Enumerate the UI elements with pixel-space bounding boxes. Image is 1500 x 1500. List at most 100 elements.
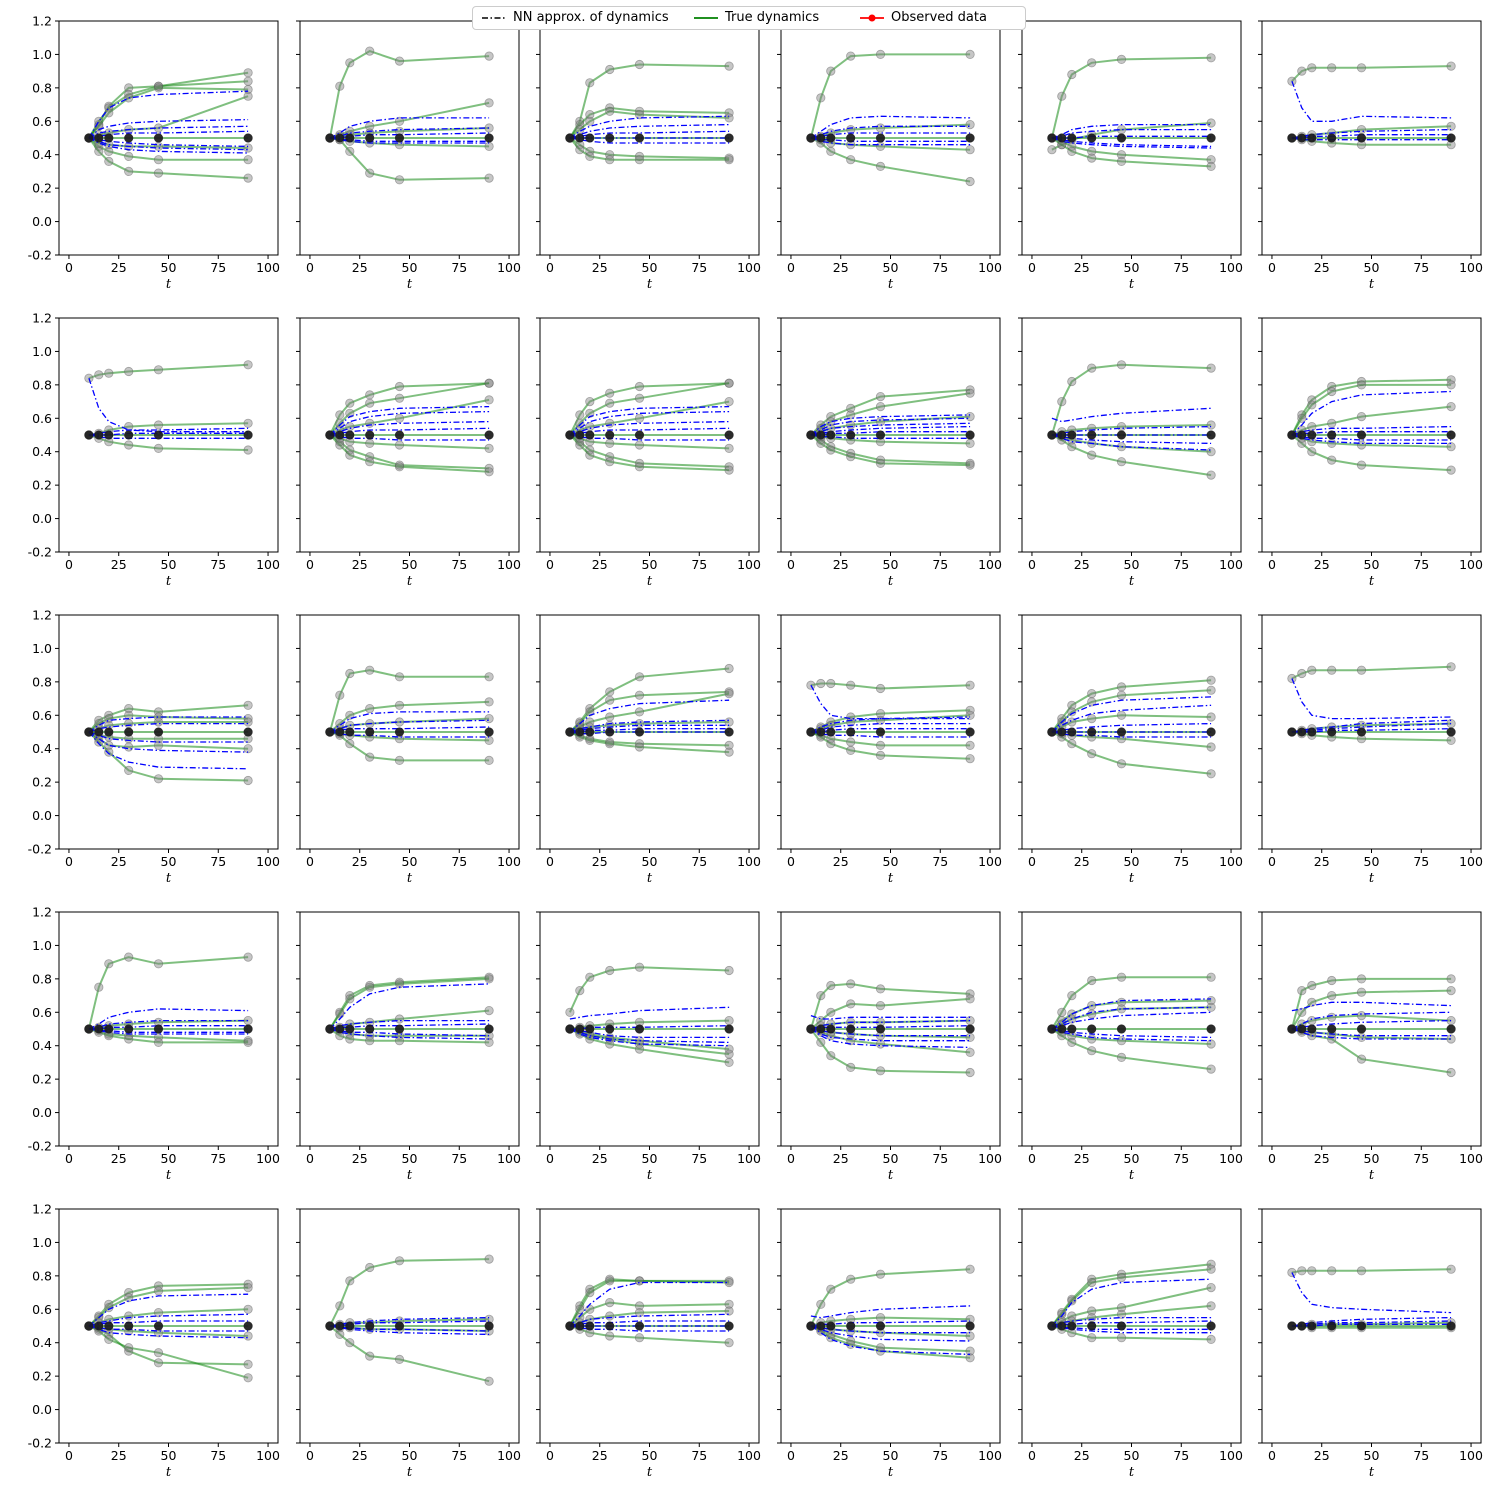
- true-series-point: [1327, 1266, 1337, 1276]
- observed-point: [585, 727, 595, 737]
- true-series-point: [1116, 1309, 1127, 1319]
- nn-series-line: [1051, 1028, 1212, 1039]
- true-series-point: [243, 91, 253, 101]
- true-series-point: [965, 145, 975, 155]
- observed-point: [1357, 430, 1366, 440]
- true-series-point: [965, 1331, 975, 1341]
- true-series-point: [1327, 1012, 1337, 1022]
- nn-series-line: [569, 115, 730, 139]
- true-series-line: [1051, 731, 1212, 775]
- true-series-point: [345, 668, 355, 679]
- subplot-11: 0 25 50 75 100 t: [1018, 317, 1243, 589]
- y-tick-label: 0.8: [32, 1268, 52, 1283]
- x-tick-label: 75: [1173, 557, 1189, 572]
- observed-point: [876, 133, 885, 143]
- observed-point: [806, 430, 816, 440]
- subplot-data: [84, 700, 253, 786]
- x-tick-label: 50: [161, 854, 177, 869]
- nn-series-line: [329, 127, 490, 139]
- true-series-point: [965, 460, 975, 470]
- true-series-point: [816, 1299, 826, 1309]
- subplot-data: [1047, 360, 1216, 480]
- true-series-point: [365, 1351, 375, 1361]
- x-tick-label: 75: [210, 1151, 226, 1166]
- observed-point: [395, 1321, 404, 1331]
- observed-point: [484, 133, 494, 143]
- true-series-point: [816, 990, 826, 1001]
- true-series-point: [484, 672, 494, 682]
- x-axis-label: t: [166, 1168, 172, 1183]
- nn-series-line: [569, 427, 730, 436]
- x-tick-label: 50: [883, 854, 899, 869]
- true-series-point: [484, 463, 494, 473]
- true-series-point: [1087, 697, 1097, 707]
- observed-point: [94, 1321, 104, 1331]
- x-tick-label: 0: [787, 1448, 795, 1463]
- true-series-point: [1307, 421, 1317, 432]
- true-series-point: [365, 982, 375, 992]
- true-series-point: [243, 1304, 253, 1314]
- observed-point: [585, 1321, 595, 1331]
- y-tick-label: 0.4: [32, 147, 52, 162]
- x-tick-label: 50: [1124, 557, 1140, 572]
- x-tick-label: 100: [737, 854, 761, 869]
- x-tick-label: 25: [592, 260, 608, 275]
- nn-series-line: [329, 983, 490, 1030]
- x-axis-label: t: [888, 277, 894, 292]
- true-series-point: [875, 750, 886, 761]
- observed-point: [484, 430, 494, 440]
- observed-point: [565, 727, 575, 737]
- x-tick-label: 75: [1173, 1151, 1189, 1166]
- observed-point: [1117, 1321, 1126, 1331]
- true-series-point: [394, 755, 405, 766]
- observed-point: [1297, 727, 1307, 737]
- observed-point: [94, 727, 104, 737]
- nn-series-line: [810, 1305, 971, 1319]
- y-tick-label: 1.0: [32, 641, 52, 656]
- true-series-point: [1307, 1266, 1317, 1276]
- true-series-point: [345, 398, 355, 408]
- subplot-28: 0 25 50 75 100 t: [777, 1208, 1002, 1480]
- nn-series-line: [1291, 134, 1452, 139]
- nn-series-line: [1051, 1320, 1212, 1327]
- subplot-data: [325, 46, 494, 185]
- observed-point: [94, 133, 104, 143]
- true-series-point: [965, 1032, 975, 1043]
- true-series-point: [243, 952, 253, 962]
- subplot-data: [806, 979, 975, 1078]
- y-tick-label: 0.2: [32, 1072, 52, 1087]
- true-series-line: [1290, 977, 1452, 1030]
- observed-point: [605, 133, 615, 143]
- true-series-line: [1291, 989, 1452, 1030]
- observed-point: [635, 727, 644, 737]
- true-series-point: [484, 467, 494, 477]
- nn-series-line: [1291, 1001, 1452, 1012]
- observed-point: [243, 133, 253, 143]
- true-series-point: [94, 370, 104, 380]
- nn-series-line: [1291, 1320, 1452, 1327]
- true-series-point: [153, 1348, 164, 1358]
- observed-point: [484, 727, 494, 737]
- true-series-point: [1356, 125, 1367, 135]
- true-series-point: [1327, 665, 1337, 675]
- true-series-point: [1446, 1034, 1456, 1044]
- true-series-point: [484, 1254, 494, 1264]
- observed-point: [635, 133, 644, 143]
- true-series-point: [585, 450, 595, 460]
- true-series-point: [724, 396, 734, 407]
- x-axis-label: t: [1129, 277, 1135, 292]
- observed-point: [1307, 133, 1317, 143]
- x-tick-label: 0: [1028, 1151, 1036, 1166]
- true-series-point: [826, 678, 836, 689]
- x-tick-label: 0: [546, 260, 554, 275]
- x-tick-label: 75: [210, 1448, 226, 1463]
- true-series-point: [1206, 972, 1216, 982]
- true-series-point: [335, 1009, 345, 1019]
- observed-point: [1307, 1321, 1317, 1331]
- observed-point: [1057, 430, 1067, 440]
- true-series-point: [846, 155, 856, 165]
- x-tick-label: 75: [451, 260, 467, 275]
- true-series-point: [846, 1062, 856, 1073]
- x-tick-label: 0: [1028, 260, 1036, 275]
- observed-point: [104, 727, 114, 737]
